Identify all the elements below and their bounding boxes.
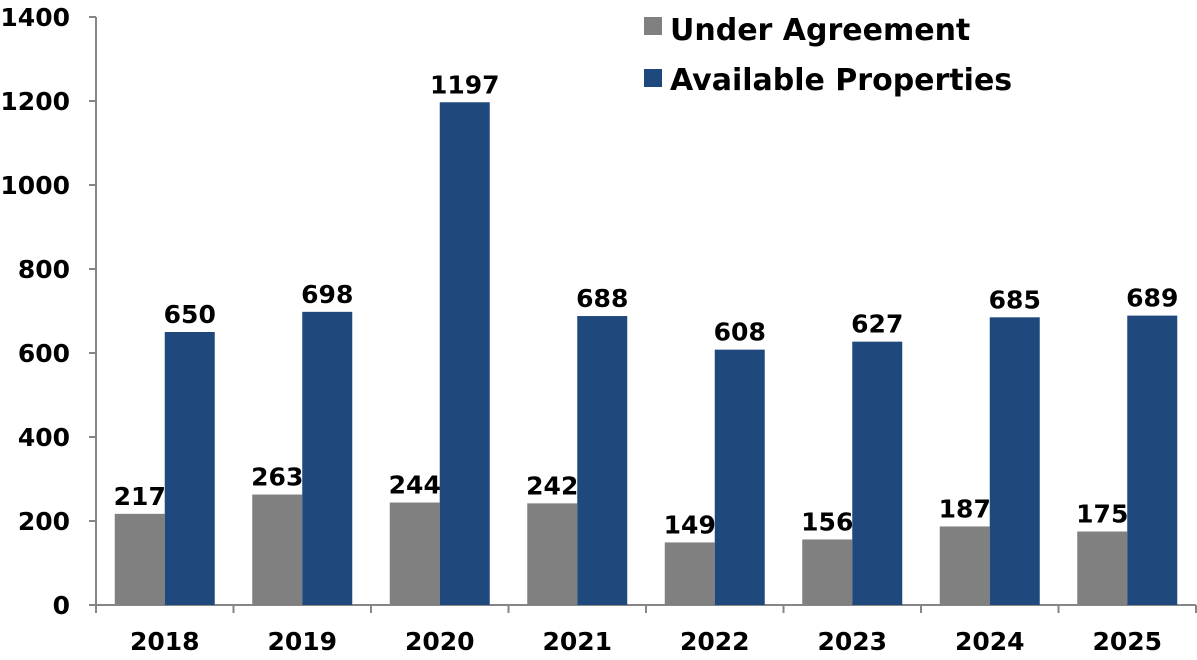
data-label-under-agreement: 187	[939, 494, 991, 523]
bar-available-properties	[989, 317, 1040, 605]
bar-under-agreement	[114, 513, 165, 605]
bar-available-properties	[577, 316, 628, 605]
data-label-available-properties: 685	[989, 285, 1041, 314]
bar-under-agreement	[664, 542, 715, 605]
y-tick-label: 600	[18, 339, 70, 368]
bar-under-agreement	[527, 503, 578, 605]
legend-swatch-available-properties	[644, 69, 662, 87]
legend: Under Agreement Available Properties	[644, 13, 1012, 98]
bar-available-properties	[439, 102, 490, 605]
data-label-under-agreement: 217	[114, 482, 166, 511]
y-tick-label: 0	[53, 591, 70, 620]
data-label-available-properties: 698	[301, 280, 353, 309]
legend-label-available-properties: Available Properties	[670, 63, 1012, 98]
x-tick-label: 2018	[130, 627, 200, 656]
bar-under-agreement	[389, 502, 440, 605]
x-tick-label: 2025	[1092, 627, 1162, 656]
y-tick-label: 1000	[0, 171, 70, 200]
bar-available-properties	[302, 311, 353, 605]
legend-swatch-under-agreement	[644, 17, 662, 35]
data-label-available-properties: 650	[164, 300, 216, 329]
x-tick-label: 2020	[405, 627, 475, 656]
bar-available-properties	[714, 349, 765, 605]
y-tick-label: 800	[18, 255, 70, 284]
data-label-under-agreement: 244	[389, 471, 441, 500]
x-axis: 2018 2019 2020 2021 2022 2023 2024 2025	[95, 604, 1197, 656]
bar-available-properties	[852, 341, 903, 605]
data-label-under-agreement: 175	[1076, 500, 1128, 529]
data-labels: 217 263 244 242 149 156 187 175 650 698 1197 688 608…	[114, 70, 1179, 539]
x-tick-label: 2021	[542, 627, 612, 656]
data-label-available-properties: 1197	[430, 70, 500, 99]
y-tick-label: 1400	[0, 3, 70, 32]
data-label-under-agreement: 263	[251, 463, 303, 492]
bar-under-agreement	[802, 539, 853, 605]
data-label-available-properties: 688	[576, 284, 628, 313]
bar-available-properties	[164, 332, 215, 605]
bar-under-agreement	[1077, 531, 1128, 605]
data-label-under-agreement: 149	[664, 510, 716, 539]
y-tick-label: 200	[18, 507, 70, 536]
y-tick-label: 400	[18, 423, 70, 452]
data-label-under-agreement: 156	[801, 507, 853, 536]
y-tick-label: 1200	[0, 87, 70, 116]
data-label-available-properties: 608	[714, 318, 766, 347]
bar-available-properties	[1127, 315, 1178, 605]
bar-under-agreement	[939, 526, 990, 605]
data-label-available-properties: 627	[851, 310, 903, 339]
x-tick-label: 2023	[817, 627, 887, 656]
legend-label-under-agreement: Under Agreement	[670, 13, 970, 48]
bar-under-agreement	[252, 494, 303, 605]
data-label-available-properties: 689	[1126, 284, 1178, 313]
y-axis: 0 200 400 600 800 1000 1200 1400	[0, 3, 97, 620]
x-tick-label: 2022	[680, 627, 750, 656]
data-label-under-agreement: 242	[526, 471, 578, 500]
x-tick-label: 2019	[267, 627, 337, 656]
x-tick-label: 2024	[955, 627, 1025, 656]
bars	[114, 102, 1178, 605]
